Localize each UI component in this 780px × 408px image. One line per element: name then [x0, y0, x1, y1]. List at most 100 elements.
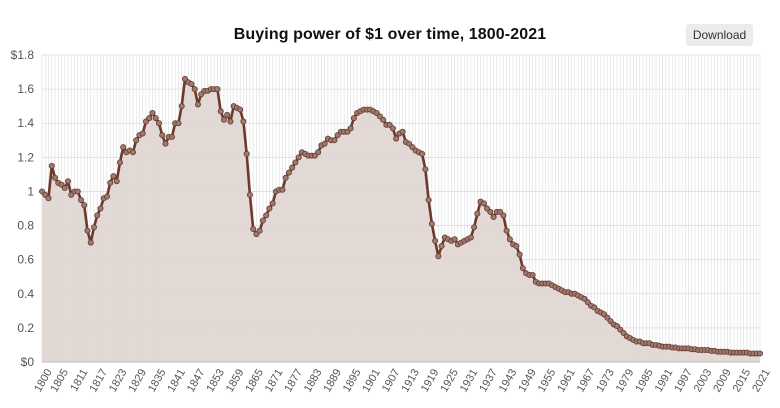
- data-point: [81, 202, 88, 209]
- data-point: [529, 272, 536, 279]
- data-point: [237, 106, 244, 113]
- data-point: [116, 159, 123, 166]
- data-point: [224, 111, 231, 118]
- x-tick-label: 1901: [360, 367, 383, 394]
- data-point: [295, 154, 302, 161]
- data-point: [74, 188, 81, 195]
- data-point: [282, 174, 289, 181]
- x-tick-label: 2021: [750, 367, 773, 394]
- series-area: [42, 78, 760, 362]
- data-point: [516, 251, 523, 258]
- download-button[interactable]: Download: [686, 24, 753, 46]
- data-point: [256, 227, 263, 234]
- data-point: [61, 185, 68, 192]
- data-point: [285, 169, 292, 176]
- data-point: [120, 144, 127, 151]
- data-point: [188, 80, 195, 87]
- data-point: [425, 196, 432, 203]
- data-point: [315, 149, 322, 156]
- data-point: [133, 137, 140, 144]
- x-tick-label: 1871: [263, 367, 286, 394]
- data-point: [178, 103, 185, 110]
- data-point: [292, 159, 299, 166]
- data-point: [250, 225, 257, 232]
- data-point: [139, 130, 146, 137]
- x-tick-label: 1865: [243, 367, 266, 394]
- data-point: [77, 196, 84, 203]
- data-point: [393, 135, 400, 142]
- x-tick-label: 1985: [633, 367, 656, 394]
- data-point: [94, 212, 101, 219]
- x-tick-label: 1889: [321, 367, 344, 394]
- data-point: [90, 224, 97, 231]
- data-point: [246, 191, 253, 198]
- data-point: [428, 220, 435, 227]
- data-point: [191, 86, 198, 93]
- x-tick-label: 1895: [341, 367, 364, 394]
- data-point: [266, 205, 273, 212]
- x-tick-label: 1877: [282, 367, 305, 394]
- x-tick-label: 1835: [146, 367, 169, 394]
- data-point: [227, 118, 234, 125]
- x-tick-label: 1961: [555, 367, 578, 394]
- data-point: [490, 214, 497, 221]
- data-point: [289, 164, 296, 171]
- data-point: [243, 150, 250, 157]
- x-tick-label: 1967: [575, 367, 598, 394]
- data-point: [259, 217, 266, 224]
- data-point: [347, 125, 354, 132]
- y-tick-label: 1.6: [17, 82, 34, 96]
- data-point: [519, 265, 526, 272]
- data-point: [331, 137, 338, 144]
- data-point: [389, 125, 396, 132]
- data-point: [159, 132, 166, 139]
- data-point: [269, 200, 276, 207]
- x-tick-label: 1823: [107, 367, 130, 394]
- data-point: [380, 116, 387, 123]
- data-point: [84, 227, 91, 234]
- data-point: [321, 140, 328, 147]
- data-point: [422, 166, 429, 173]
- x-tick-label: 1805: [48, 367, 71, 394]
- x-tick-label: 1919: [419, 367, 442, 394]
- x-tick-label: 1937: [477, 367, 500, 394]
- data-point: [194, 101, 201, 108]
- data-point: [52, 174, 59, 181]
- data-point: [513, 243, 520, 250]
- data-point: [399, 128, 406, 135]
- x-tick-label: 1829: [126, 367, 149, 394]
- data-point: [263, 212, 270, 219]
- x-tick-label: 1991: [653, 367, 676, 394]
- y-tick-label: 0.6: [17, 253, 34, 267]
- data-point: [467, 234, 474, 241]
- data-point: [103, 193, 110, 200]
- x-tick-label: 2015: [731, 367, 754, 394]
- data-point: [240, 118, 247, 125]
- data-point: [503, 227, 510, 234]
- data-point: [451, 236, 458, 243]
- data-point: [279, 186, 286, 193]
- data-point: [45, 195, 52, 202]
- data-point: [64, 178, 71, 185]
- data-point: [487, 208, 494, 215]
- x-tick-label: 2003: [692, 367, 715, 394]
- x-tick-label: 1859: [224, 367, 247, 394]
- x-tick-label: 1841: [165, 367, 188, 394]
- data-point: [107, 179, 114, 186]
- data-point: [175, 120, 182, 127]
- data-point: [48, 162, 55, 169]
- x-tick-label: 1931: [458, 367, 481, 394]
- x-tick-label: 1949: [516, 367, 539, 394]
- y-tick-label: 1.2: [17, 150, 34, 164]
- data-point: [220, 116, 227, 123]
- y-tick-label: 1: [27, 184, 34, 198]
- data-point: [149, 109, 156, 116]
- data-point: [471, 224, 478, 231]
- data-point: [155, 120, 162, 127]
- y-tick-label: $0: [21, 355, 35, 369]
- x-tick-label: 1925: [438, 367, 461, 394]
- x-tick-label: 1907: [380, 367, 403, 394]
- data-point: [500, 212, 507, 219]
- data-point: [419, 150, 426, 157]
